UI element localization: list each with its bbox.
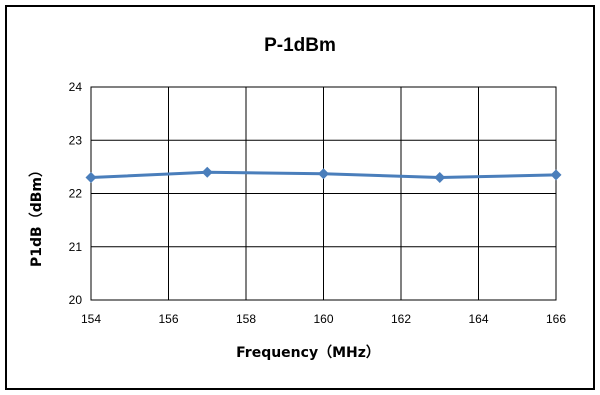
y-tick-label-24: 24	[69, 80, 83, 94]
y-tick-label-21: 21	[69, 240, 83, 254]
data-point-157	[201, 166, 213, 178]
chart-title: P-1dBm	[264, 35, 336, 56]
x-tick-label-166: 166	[546, 312, 566, 326]
plot-grid	[90, 86, 557, 301]
data-point-154	[85, 172, 97, 184]
plot-area-border	[90, 86, 557, 301]
tick-labels: 20 21 22 23 24 154 156 158 160 162 164 166	[69, 80, 567, 326]
x-tick-label-164: 164	[468, 312, 488, 326]
y-tick-label-22: 22	[69, 187, 83, 201]
y-tick-label-20: 20	[69, 293, 83, 307]
data-point-166	[550, 169, 562, 181]
data-point-160	[318, 168, 329, 180]
chart-svg: P-1dBm 20 21 22 23 24 154 156 158 160 162 164 166 F…	[29, 35, 567, 361]
x-tick-label-156: 156	[158, 312, 178, 326]
y-axis-label: P1dB（dBm）	[29, 163, 45, 267]
x-tick-label-160: 160	[313, 312, 333, 326]
chart-frame: P-1dBm 20 21 22 23 24 154 156 158 160 162 164 166 F…	[5, 5, 595, 390]
data-point-163	[434, 172, 446, 184]
x-axis-label: Frequency（MHz）	[236, 345, 380, 361]
series-layer	[85, 166, 562, 184]
y-tick-label-23: 23	[69, 133, 83, 147]
x-tick-label-162: 162	[391, 312, 411, 326]
x-tick-label-154: 154	[81, 312, 101, 326]
x-tick-label-158: 158	[236, 312, 256, 326]
